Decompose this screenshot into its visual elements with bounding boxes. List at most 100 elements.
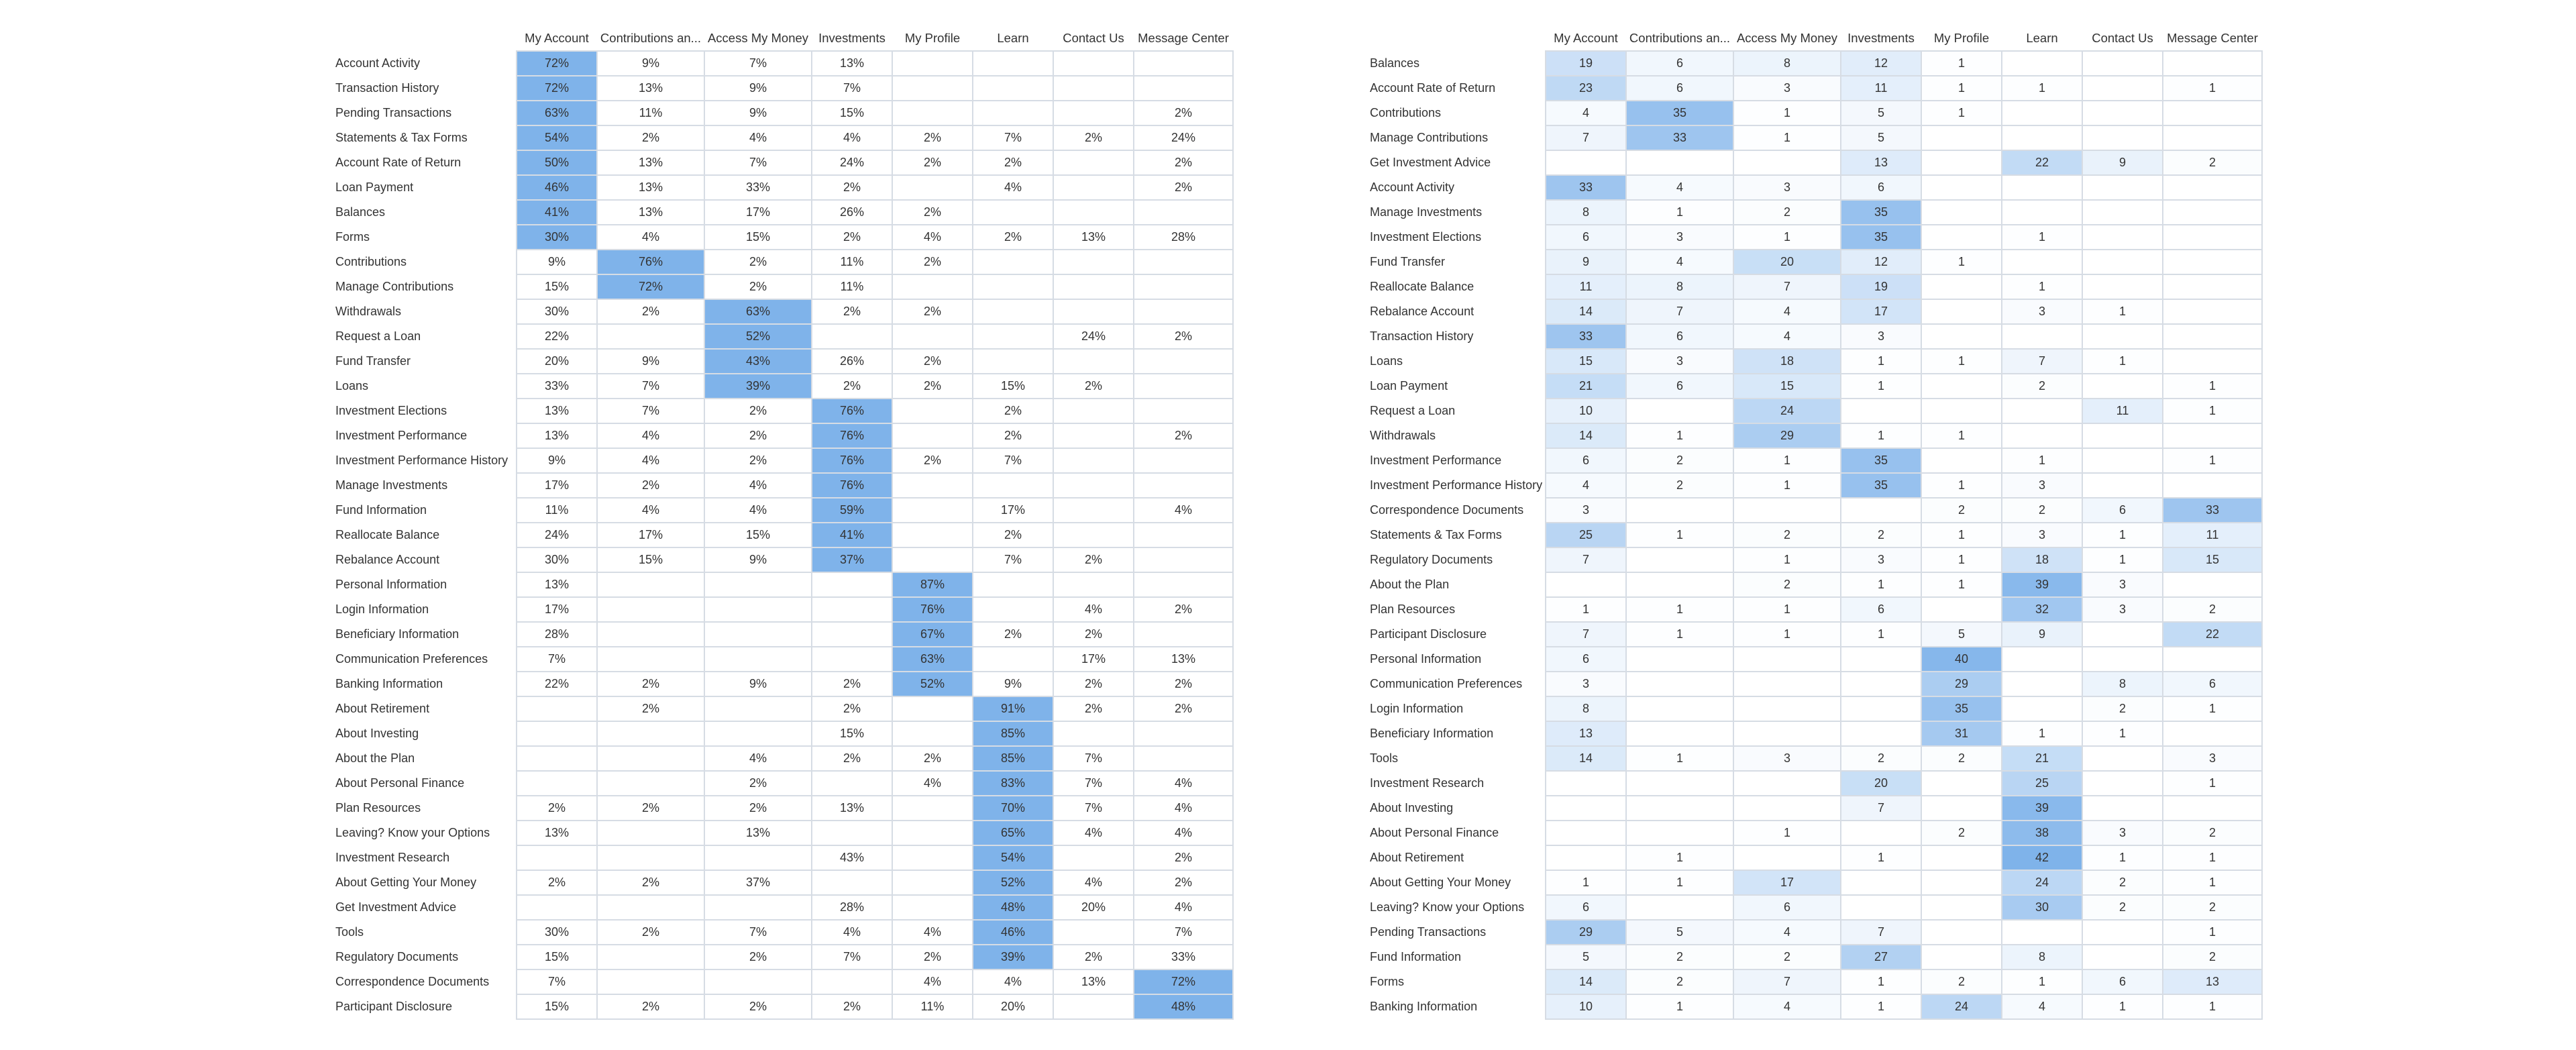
heatmap-cell: 1 [2162, 770, 2263, 796]
heatmap-cell [1133, 572, 1234, 598]
heatmap-cell: 26% [811, 199, 893, 225]
heatmap-cell [1625, 795, 1734, 821]
table-row: About Personal Finance 1 2 38 3 2 [1370, 820, 2263, 846]
heatmap-cell: 2 [1921, 745, 2002, 772]
heatmap-cell: 33% [1133, 944, 1234, 970]
heatmap-cell: 2% [1053, 621, 1134, 647]
heatmap-cell: 33 [1625, 125, 1734, 151]
heatmap-cell: 3 [1840, 547, 1922, 573]
heatmap-cell: 54% [972, 845, 1054, 871]
heatmap-cell: 1 [1921, 75, 2002, 101]
heatmap-cell [892, 894, 973, 921]
heatmap-cell: 17% [516, 596, 598, 623]
heatmap-cell [1545, 572, 1627, 598]
table-row: Transaction History 72% 13% 9% 7% [335, 75, 1234, 101]
heatmap-cell: 7 [1545, 621, 1627, 647]
table-row: Personal Information 6 40 [1370, 646, 2263, 672]
heatmap-cell: 5 [1625, 919, 1734, 945]
heatmap-cell [596, 646, 705, 672]
table-row: Investment Performance 6 2 1 35 1 1 [1370, 448, 2263, 474]
heatmap-cell: 2% [704, 944, 812, 970]
table-row: Investment Research 20 25 1 [1370, 770, 2263, 796]
heatmap-cell: 22 [2001, 150, 2083, 176]
column-header: My Profile [904, 30, 961, 45]
heatmap-cell: 1 [1733, 820, 1841, 846]
heatmap-cell: 28% [1133, 224, 1234, 250]
heatmap-cell: 1 [1921, 547, 2002, 573]
heatmap-cell [1921, 448, 2002, 474]
heatmap-cell: 7 [1840, 919, 1922, 945]
heatmap-cell: 3 [1545, 671, 1627, 697]
heatmap-cell: 1 [1625, 522, 1734, 548]
row-label: Request a Loan [335, 329, 421, 343]
heatmap-cell: 2 [1733, 944, 1841, 970]
heatmap-cell [2082, 174, 2163, 201]
row-label: Tools [335, 925, 364, 939]
heatmap-cell [1921, 150, 2002, 176]
heatmap-cell: 8 [1545, 696, 1627, 722]
heatmap-cell: 6 [1625, 373, 1734, 399]
heatmap-cell: 18 [2001, 547, 2083, 573]
row-label: Investment Research [335, 851, 450, 864]
heatmap-cell: 3 [2082, 820, 2163, 846]
heatmap-cell: 2 [2082, 870, 2163, 896]
column-header: Access My Money [707, 30, 809, 45]
heatmap-cell: 39% [704, 373, 812, 399]
row-label: Banking Information [335, 677, 443, 690]
table-row: Withdrawals 30% 2% 63% 2% 2% [335, 299, 1234, 325]
heatmap-cell: 38 [2001, 820, 2083, 846]
heatmap-cell [1733, 795, 1841, 821]
row-label: Plan Resources [1370, 602, 1456, 616]
table-row: Tools 14 1 3 2 2 21 3 [1370, 745, 2263, 772]
table-row: Participant Disclosure 7 1 1 1 5 9 22 [1370, 621, 2263, 647]
heatmap-cell [1921, 770, 2002, 796]
row-label: Investment Research [1370, 776, 1485, 790]
heatmap-cell: 15% [516, 274, 598, 300]
heatmap-cell [1733, 696, 1841, 722]
heatmap-cell [1133, 274, 1234, 300]
heatmap-cell [1053, 572, 1134, 598]
heatmap-cell: 4% [596, 497, 705, 523]
heatmap-cell: 15 [1545, 348, 1627, 374]
heatmap-cell [2082, 224, 2163, 250]
table-row: Beneficiary Information 13 31 1 1 [1370, 721, 2263, 747]
heatmap-cell: 7% [1053, 745, 1134, 772]
heatmap-cell: 30 [2001, 894, 2083, 921]
table-row: Participant Disclosure 15% 2% 2% 2% 11% 20% 48% [335, 994, 1234, 1020]
heatmap-cell: 39 [2001, 795, 2083, 821]
heatmap-cell: 4 [1625, 249, 1734, 275]
table-row: Forms 30% 4% 15% 2% 4% 2% 13% 28% [335, 224, 1234, 250]
heatmap-cell [892, 100, 973, 126]
heatmap-cell: 2% [1133, 174, 1234, 201]
heatmap-cell: 1 [1840, 423, 1922, 449]
table-row: Fund Information 5 2 2 27 8 2 [1370, 944, 2263, 970]
heatmap-cell: 3 [1840, 323, 1922, 350]
table-row: Investment Performance History 4 2 1 35 1 3 [1370, 472, 2263, 498]
heatmap-cell [2082, 745, 2163, 772]
heatmap-cell: 2% [596, 299, 705, 325]
heatmap-cell: 4% [972, 174, 1054, 201]
heatmap-cell: 1 [1733, 621, 1841, 647]
heatmap-cell: 9% [596, 348, 705, 374]
heatmap-cell [2082, 50, 2163, 76]
heatmap-cell: 65% [972, 820, 1054, 846]
heatmap-cell [1053, 994, 1134, 1020]
row-label: About Personal Finance [335, 776, 465, 790]
heatmap-cell: 15% [596, 547, 705, 573]
heatmap-cell [1840, 820, 1922, 846]
row-label: Loans [1370, 354, 1403, 368]
heatmap-cell [892, 497, 973, 523]
heatmap-cell [1625, 696, 1734, 722]
heatmap-cell: 54% [516, 125, 598, 151]
heatmap-cell: 2% [892, 125, 973, 151]
table-row: Communication Preferences 7% 63% 17% 13% [335, 646, 1234, 672]
heatmap-cell: 17% [704, 199, 812, 225]
heatmap-cell: 2% [972, 621, 1054, 647]
row-label: Investment Performance [1370, 454, 1502, 467]
row-label: Investment Elections [1370, 230, 1482, 244]
heatmap-cell [1053, 348, 1134, 374]
heatmap-cell: 2% [1053, 671, 1134, 697]
heatmap-cell: 8 [2082, 671, 2163, 697]
heatmap-cell: 70% [972, 795, 1054, 821]
heatmap-cell: 4 [1545, 100, 1627, 126]
